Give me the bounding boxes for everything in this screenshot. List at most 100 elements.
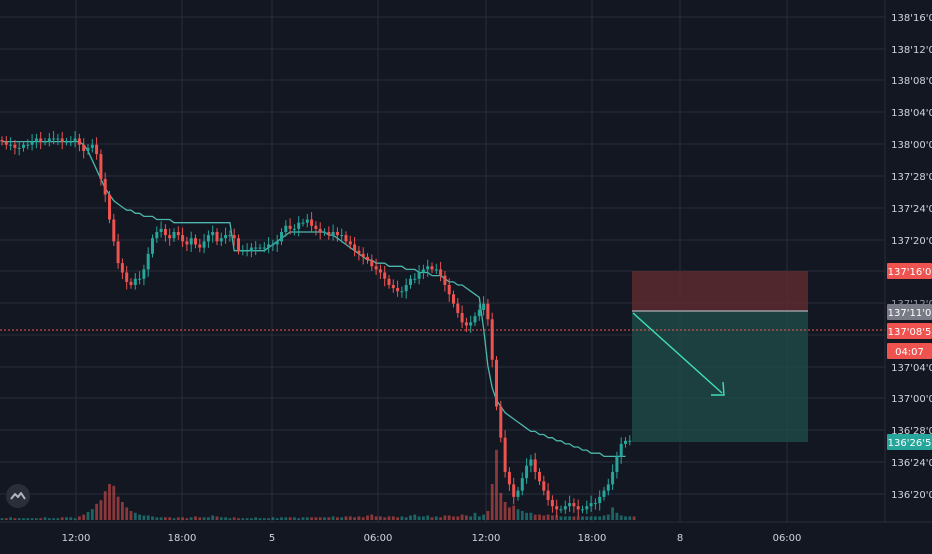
volume-bar <box>632 516 636 520</box>
candle-body <box>125 272 129 282</box>
candle-body <box>275 241 279 245</box>
x-tick-label: 06:00 <box>364 533 393 544</box>
volume-bar <box>305 517 309 520</box>
candle-body <box>181 235 185 242</box>
candle-body <box>576 506 580 510</box>
volume-bar <box>585 516 589 520</box>
candle-body <box>112 219 116 242</box>
volume-bar <box>348 516 352 520</box>
target-price-tag-text: 136'26'5 <box>888 438 932 449</box>
candle-body <box>241 250 245 252</box>
volume-bar <box>146 515 150 520</box>
candle-body <box>447 284 451 295</box>
candle-body <box>619 443 623 457</box>
candle-body <box>90 144 94 148</box>
candle-body <box>73 138 77 142</box>
volume-bar <box>121 502 124 520</box>
candle-body <box>297 222 301 229</box>
volume-bar <box>581 516 584 520</box>
volume-bar <box>254 517 258 520</box>
volume-bar <box>39 518 43 520</box>
candle-body <box>568 503 572 507</box>
countdown-tag-bg <box>887 343 932 359</box>
candle-body <box>563 506 567 510</box>
candle-body <box>538 471 541 482</box>
candle-body <box>533 459 537 472</box>
volume-bar <box>598 516 602 520</box>
x-tick-label: 12:00 <box>472 533 501 544</box>
y-tick-label: 136'24'0 <box>891 458 932 469</box>
candle-body <box>108 194 111 220</box>
stop-price-tag-bg <box>887 263 932 279</box>
candle-body <box>464 322 468 326</box>
candle-body <box>357 250 361 254</box>
candle-body <box>624 440 627 444</box>
volume-bar <box>172 518 176 520</box>
candle-body <box>490 319 494 360</box>
volume-bar <box>293 517 296 520</box>
candle-body <box>598 496 602 504</box>
candle-body <box>512 484 516 497</box>
entry-price-tag-text: 137'11'0 <box>888 308 932 319</box>
volume-bar <box>516 509 520 520</box>
entry-price-tag-bg <box>887 304 932 320</box>
volume-bar <box>198 517 202 520</box>
candle-body <box>82 144 86 151</box>
volume-bar <box>361 517 365 520</box>
candle-body <box>224 235 228 239</box>
candle-body <box>17 147 21 149</box>
candle-body <box>26 144 30 146</box>
volume-bar <box>30 518 34 520</box>
volume-bar <box>142 515 146 520</box>
candle-body <box>280 232 283 242</box>
volume-bar <box>78 516 81 520</box>
target-price-tag: 136'26'5 <box>887 434 932 450</box>
volume-bar <box>422 516 425 520</box>
volume-bar <box>202 517 206 520</box>
volume-bar <box>35 518 38 520</box>
candle-body <box>310 219 314 226</box>
candle-body <box>486 303 490 320</box>
volume-bar <box>477 516 481 520</box>
candle-body <box>116 241 120 264</box>
candles <box>0 131 632 517</box>
volume-bar <box>108 484 111 520</box>
y-tick-label: 137'20'0 <box>891 236 932 247</box>
volume-bar <box>189 517 193 520</box>
volume-bar <box>181 517 184 520</box>
candle-body <box>611 471 615 485</box>
volume-bar <box>185 518 189 520</box>
candle-body <box>34 138 38 142</box>
y-tick-label: 137'00'0 <box>891 394 932 405</box>
candle-body <box>335 232 339 236</box>
candle-body <box>301 222 305 224</box>
candle-body <box>417 272 421 279</box>
candle-body <box>65 141 68 143</box>
candle-body <box>482 303 486 310</box>
volume-bar <box>404 517 408 520</box>
candle-body <box>495 359 498 407</box>
candle-body <box>546 490 550 500</box>
candle-body <box>47 138 51 142</box>
y-tick-label: 138'08'0 <box>891 76 932 87</box>
candle-body <box>572 503 576 507</box>
candle-body <box>383 272 387 279</box>
y-tick-label: 137'28'0 <box>891 172 932 183</box>
volume-bar <box>262 518 266 520</box>
x-tick-label: 8 <box>677 533 683 544</box>
volume-bar <box>52 518 55 520</box>
volume-bar <box>409 515 412 520</box>
volume-bar <box>460 514 464 520</box>
volume-bar <box>413 514 417 520</box>
volume-bar <box>555 515 559 520</box>
volume-bar <box>284 517 288 520</box>
volume-bar <box>331 516 335 520</box>
volume-bar <box>456 516 460 520</box>
candle-body <box>370 260 374 267</box>
tradingview-logo-icon[interactable] <box>6 484 30 508</box>
candle-body <box>138 278 142 280</box>
candle-body <box>292 228 296 230</box>
candle-body <box>452 294 455 304</box>
